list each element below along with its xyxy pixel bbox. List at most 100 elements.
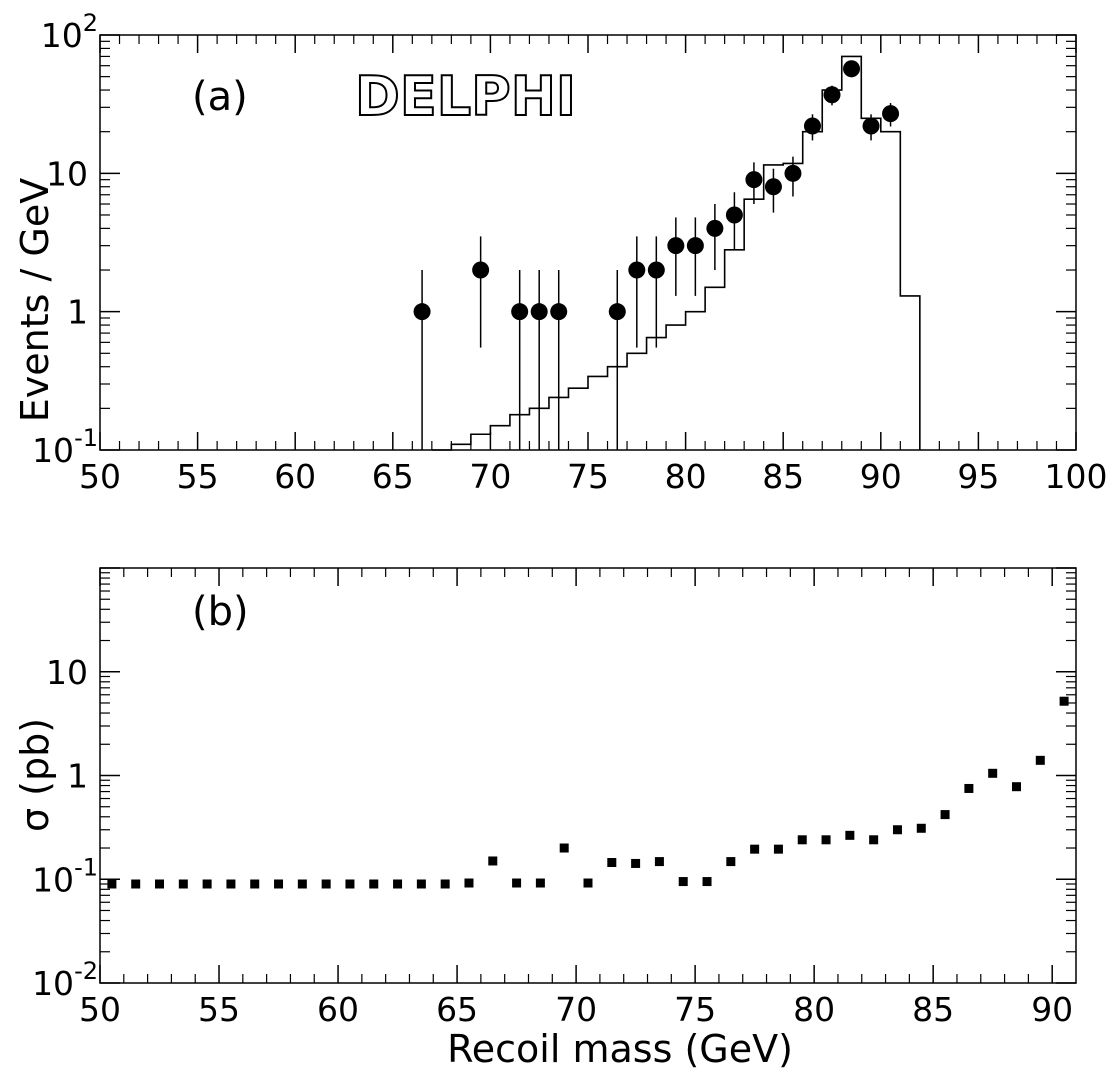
x-tick-label-b: 60: [317, 990, 359, 1029]
square-marker: [869, 835, 879, 845]
square-marker: [916, 823, 926, 833]
square-marker: [393, 879, 403, 889]
x-tick-label-a: 100: [1045, 457, 1108, 496]
data-points-b: [107, 696, 1069, 889]
y-tick-label-b: 10: [46, 653, 88, 692]
data-point: [608, 303, 626, 321]
square-marker: [892, 825, 902, 835]
x-tick-label-a: 90: [860, 457, 902, 496]
data-point: [882, 105, 900, 123]
x-tick-label-b: 65: [436, 990, 478, 1029]
panel-a: (a) DELPHI Events / GeV 50 55 60 65 70 75 80 85…: [13, 9, 1108, 496]
square-marker: [702, 877, 712, 887]
data-point: [667, 237, 685, 255]
square-marker: [155, 879, 165, 889]
data-point: [843, 60, 861, 78]
histogram-a: [431, 55, 921, 451]
data-point: [803, 117, 821, 135]
x-tick-label-b: 75: [674, 990, 716, 1029]
x-tick-label-a: 55: [177, 457, 219, 496]
square-marker: [226, 879, 236, 889]
data-point: [472, 261, 490, 279]
data-point: [511, 303, 529, 321]
square-marker: [845, 830, 855, 840]
square-marker: [773, 844, 783, 854]
square-marker: [321, 879, 331, 889]
x-tick-label-a: 50: [79, 457, 121, 496]
y-axis-title-b: σ (pb): [13, 718, 57, 832]
y-tick-label-a: 1: [67, 293, 88, 332]
data-point: [647, 261, 665, 279]
data-points-a: [413, 60, 900, 450]
y-axis-title-a: Events / GeV: [13, 178, 57, 422]
data-point: [745, 171, 763, 189]
panel-b: (b) σ (pb) Recoil mass (GeV) 50 55 60 65 70 7…: [13, 567, 1077, 1071]
x-tick-label-b: 50: [79, 990, 121, 1029]
x-tick-label-a: 95: [957, 457, 999, 496]
data-point: [413, 303, 431, 321]
x-tick-label-a: 80: [665, 457, 707, 496]
panel-label-b: (b): [192, 589, 249, 635]
x-axis-title-b: Recoil mass (GeV): [447, 1027, 793, 1071]
square-marker: [535, 878, 545, 888]
y-tick-label-a: 102: [41, 9, 98, 55]
square-marker: [559, 843, 569, 853]
square-marker: [440, 879, 450, 889]
x-tick-label-a: 60: [274, 457, 316, 496]
data-point: [530, 303, 548, 321]
square-marker: [178, 879, 188, 889]
square-marker: [988, 768, 998, 778]
square-marker: [631, 858, 641, 868]
square-marker: [1059, 696, 1069, 706]
data-point: [706, 219, 724, 237]
x-tick-label-b: 85: [912, 990, 954, 1029]
histogram-line: [431, 55, 921, 451]
data-point: [725, 206, 743, 224]
data-point: [764, 178, 782, 196]
x-tick-label-a: 75: [567, 457, 609, 496]
square-marker: [131, 879, 141, 889]
y-tick-label-b: 10-1: [32, 853, 98, 899]
panel-label-a: (a): [192, 74, 248, 120]
x-tick-label-a: 85: [762, 457, 804, 496]
square-marker: [369, 879, 379, 889]
square-marker: [512, 878, 522, 888]
square-marker: [1035, 755, 1045, 765]
x-tick-label-a: 70: [469, 457, 511, 496]
x-tick-label-b: 70: [555, 990, 597, 1029]
square-marker: [345, 879, 355, 889]
square-marker: [202, 879, 212, 889]
x-tick-label-a: 65: [372, 457, 414, 496]
square-marker: [1011, 782, 1021, 792]
data-point: [550, 303, 568, 321]
square-marker: [678, 877, 688, 887]
square-marker: [274, 879, 284, 889]
square-marker: [654, 857, 664, 867]
square-marker: [488, 856, 498, 866]
square-marker: [821, 835, 831, 845]
data-point: [784, 164, 802, 182]
square-marker: [250, 879, 260, 889]
x-tick-label-b: 55: [198, 990, 240, 1029]
square-marker: [583, 878, 593, 888]
square-marker: [726, 857, 736, 867]
data-point: [823, 86, 841, 104]
y-tick-label-b: 1: [67, 757, 88, 796]
delphi-label: DELPHI: [355, 65, 576, 128]
square-marker: [750, 844, 760, 854]
square-marker: [964, 783, 974, 793]
square-marker: [940, 810, 950, 820]
square-marker: [607, 858, 617, 868]
square-marker: [107, 879, 117, 889]
data-point: [628, 261, 646, 279]
y-tick-label-a: 10: [46, 154, 88, 193]
square-marker: [464, 878, 474, 888]
x-tick-label-b: 80: [793, 990, 835, 1029]
data-point: [686, 237, 704, 255]
data-point: [862, 117, 880, 135]
square-marker: [297, 879, 307, 889]
square-marker: [797, 835, 807, 845]
